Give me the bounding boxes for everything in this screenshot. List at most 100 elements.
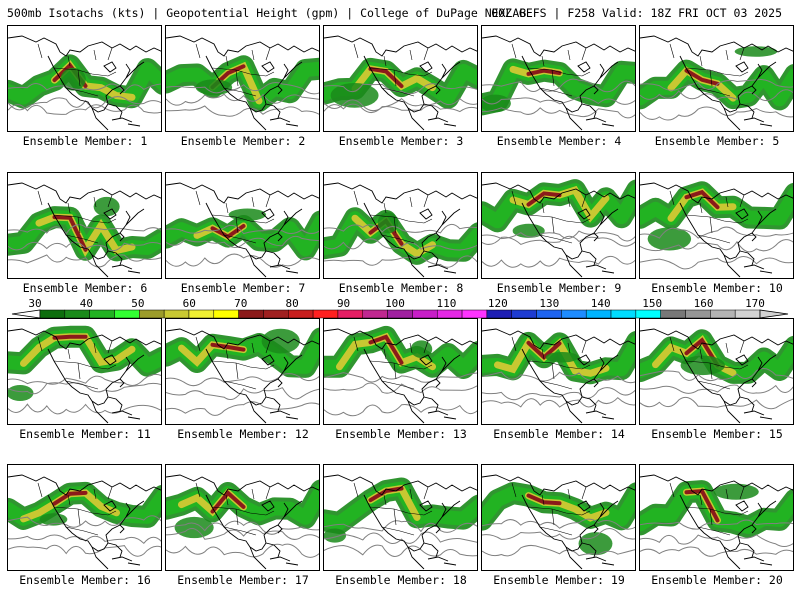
colorbar-swatch	[89, 309, 115, 319]
isotach-patch	[228, 208, 267, 221]
ensemble-map-panel	[323, 318, 478, 425]
political-borders	[511, 336, 591, 390]
colorbar-tick-label: 30	[28, 297, 42, 310]
political-borders	[511, 482, 591, 536]
title-left: 500mb Isotachs (kts) | Geopotential Heig…	[7, 6, 527, 20]
jet-core-shading	[526, 340, 562, 361]
isotach-map	[166, 182, 319, 278]
ensemble-member-label: Ensemble Member: 1	[22, 134, 148, 148]
colorbar-tick-label: 130	[539, 297, 560, 310]
height-contour	[482, 96, 635, 105]
colorbar-swatch	[188, 309, 215, 319]
height-contour	[166, 528, 319, 540]
coastline	[482, 182, 635, 278]
height-contour	[640, 384, 793, 394]
colorbar-swatch	[39, 309, 66, 319]
ensemble-member-label: Ensemble Member: 14	[493, 427, 625, 441]
isotach-patch	[410, 340, 433, 359]
ensemble-map-panel	[323, 172, 478, 279]
height-contour	[166, 105, 319, 117]
jet-core-shading	[684, 189, 720, 210]
coastline	[166, 182, 319, 278]
height-contour	[482, 528, 635, 540]
ensemble-member-label: Ensemble Member: 7	[180, 281, 306, 295]
isotach-map	[482, 35, 635, 131]
ensemble-member-label: Ensemble Member: 20	[651, 573, 783, 587]
height-contour	[640, 519, 793, 530]
isotach-map	[640, 181, 793, 278]
ensemble-map-panel	[323, 25, 478, 132]
jet-core-shading	[368, 486, 404, 503]
height-contour	[324, 255, 477, 268]
isotach-patch	[39, 513, 68, 526]
height-contour	[166, 253, 319, 268]
colorbar-tick-label: 40	[79, 297, 94, 310]
coastline	[324, 328, 477, 424]
isotach-colorbar: 30 40 50 60 70 80 90 100 110 120 130 140 150 160 170	[0, 296, 800, 320]
height-contour	[8, 544, 161, 557]
height-contour	[8, 96, 161, 111]
isotach-patch	[734, 46, 778, 57]
isotach-map	[640, 35, 793, 131]
height-contour	[324, 382, 477, 394]
isotach-map	[324, 325, 477, 424]
jet-core-shading	[684, 489, 720, 523]
jet-core-shading	[210, 490, 246, 514]
colorbar-swatch	[337, 309, 364, 319]
colorbar-swatch	[511, 309, 537, 319]
political-borders	[195, 43, 275, 97]
jet-core-shading	[684, 68, 720, 86]
colorbar-swatch	[213, 309, 239, 319]
height-contour	[640, 106, 793, 121]
ensemble-map-panel	[7, 464, 162, 571]
ensemble-map-panel	[481, 318, 636, 425]
isotach-patch	[578, 532, 613, 556]
height-contour	[640, 79, 793, 91]
isotach-patch	[545, 351, 579, 363]
colorbar-swatch	[362, 309, 388, 319]
isotach-patch	[93, 196, 120, 217]
height-contour	[166, 224, 319, 235]
colorbar-swatch	[461, 309, 488, 319]
height-contour	[166, 82, 319, 95]
isotach-map	[482, 474, 635, 570]
isotach-map	[8, 182, 161, 278]
colorbar-swatch	[685, 309, 711, 319]
coastline	[166, 474, 319, 570]
height-contour	[324, 531, 477, 544]
jet-core-shading	[526, 493, 562, 506]
political-borders	[37, 43, 117, 97]
height-contour	[8, 224, 161, 235]
colorbar-swatch	[238, 309, 264, 319]
isotach-patch	[8, 385, 34, 401]
ensemble-map-panel	[165, 464, 320, 571]
colorbar-swatches	[11, 309, 789, 319]
coastline	[482, 35, 635, 131]
height-contour	[324, 98, 477, 112]
colorbar-tick-label: 100	[385, 297, 405, 310]
height-contour	[166, 520, 319, 535]
title-right: 00Z GEFS | F258 Valid: 18Z FRI OCT 03 20…	[491, 6, 782, 20]
coastline	[324, 182, 477, 278]
political-borders	[669, 190, 749, 244]
height-contour	[640, 239, 793, 253]
coastline	[8, 182, 161, 278]
political-borders	[37, 336, 117, 390]
colorbar-swatch	[734, 309, 761, 319]
colorbar-swatch	[163, 309, 190, 319]
isotach-patch	[330, 82, 379, 108]
height-contour	[166, 543, 319, 558]
isotach-patch	[324, 528, 347, 543]
ensemble-member-label: Ensemble Member: 17	[177, 573, 309, 587]
isotach-map	[166, 35, 319, 131]
height-contour	[640, 534, 793, 547]
ensemble-map-panel	[639, 25, 794, 132]
ensemble-map-panel	[323, 464, 478, 571]
ensemble-member-label: Ensemble Member: 11	[19, 427, 151, 441]
jet-core-shading	[52, 490, 88, 506]
ensemble-member-label: Ensemble Member: 16	[19, 573, 151, 587]
colorbar-swatch	[288, 309, 314, 319]
colorbar-swatch	[585, 309, 612, 319]
height-contour	[8, 254, 161, 268]
colorbar-tick-label: 50	[131, 297, 145, 310]
